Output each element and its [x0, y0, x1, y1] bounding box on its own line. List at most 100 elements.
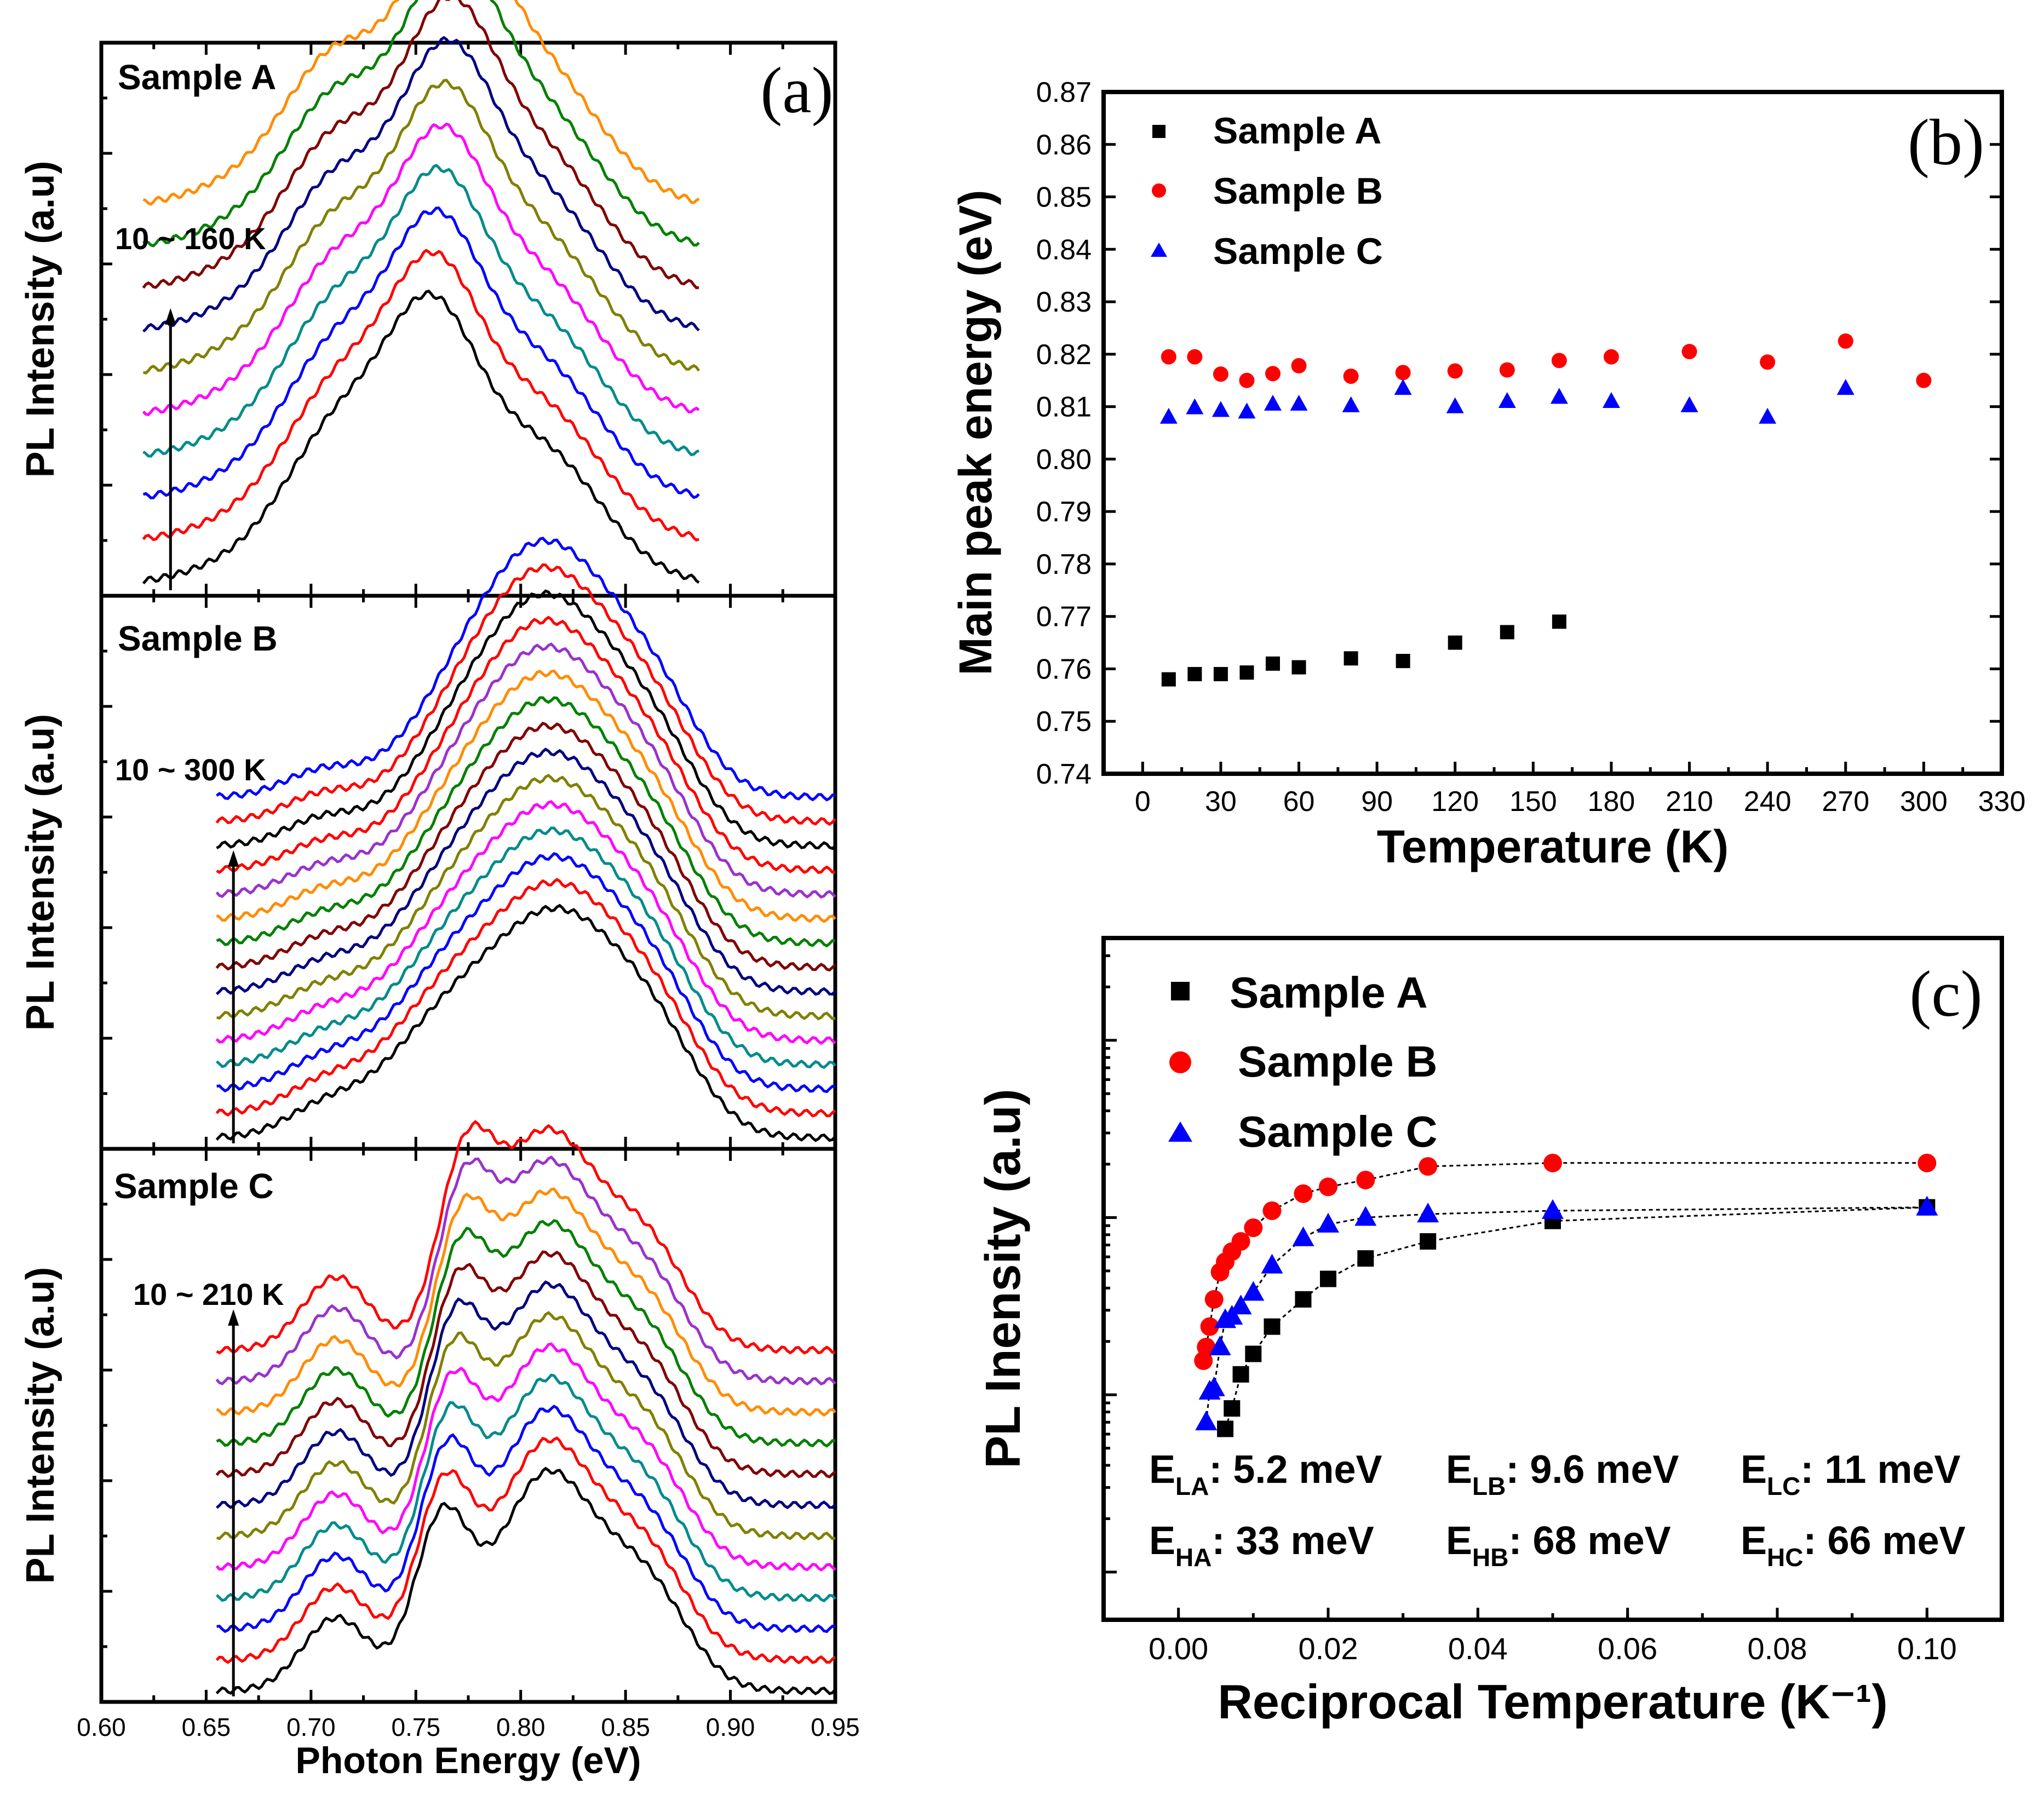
c-point-sample-c: [1230, 1295, 1252, 1315]
c-point-sample-b: [1204, 1290, 1224, 1309]
c-point-sample-a: [1357, 1250, 1374, 1267]
c-x-tick-label: 0.02: [1299, 1631, 1358, 1666]
panel-c-annotations: ELA: 5.2 meV ELB: 9.6 meV ELC: 11 meV EH…: [1149, 1448, 1966, 1572]
panel-c-points: [1194, 1153, 1938, 1437]
c-point-sample-b: [1319, 1177, 1337, 1196]
a-temperature-arrowhead: [228, 850, 239, 867]
a-spectrum-curve: [216, 669, 836, 923]
b-point-sample-c: [1394, 379, 1412, 395]
annotation-ela-sub: LA: [1175, 1472, 1209, 1500]
a-spectrum-curve: [142, 78, 701, 375]
a-temperature-arrowhead: [165, 308, 176, 325]
sample-b-title: Sample B: [118, 619, 278, 658]
sample-c-title: Sample C: [114, 1166, 274, 1206]
a-spectrum-curve: [216, 1405, 836, 1633]
legend-c-label-b: Sample B: [1238, 1037, 1438, 1086]
c-point-sample-b: [1419, 1157, 1438, 1176]
legend-b-marker-c: [1151, 243, 1167, 257]
b-point-sample-a: [1265, 656, 1280, 671]
a-spectrum-curve: [216, 615, 836, 875]
annotation-ehc-sym: E: [1741, 1519, 1767, 1563]
b-point-sample-a: [1396, 654, 1410, 669]
annotation-elb-value: : 9.6 meV: [1506, 1448, 1679, 1492]
panel-c-legend: Sample A Sample B Sample C: [1168, 968, 1438, 1156]
a-spectrum-curve: [215, 563, 836, 826]
b-point-sample-b: [1681, 344, 1697, 360]
a-x-tick-label: 0.95: [811, 1713, 860, 1741]
legend-b-marker-a: [1152, 125, 1165, 138]
c-point-sample-b: [1231, 1232, 1250, 1251]
panel-b-ylabel: Main peak energy (eV): [950, 190, 1001, 676]
legend-c-label-a: Sample A: [1230, 968, 1428, 1017]
c-point-sample-c: [1203, 1376, 1225, 1396]
annotation-elb-sub: LB: [1472, 1472, 1506, 1500]
b-point-sample-c: [1212, 401, 1230, 417]
a-spectrum-curve: [216, 1311, 836, 1541]
panel-a-frame-mid: [99, 594, 837, 1151]
b-point-sample-c: [1264, 394, 1282, 411]
a-spectrum-curve: [215, 800, 836, 1045]
b-y-tick-label: 0.77: [1036, 601, 1092, 633]
b-y-tick-label: 0.80: [1036, 444, 1092, 475]
c-point-sample-c: [1242, 1281, 1265, 1301]
b-x-tick-label: 240: [1744, 786, 1792, 818]
b-point-sample-a: [1343, 651, 1358, 666]
a-spectrum-curve: [216, 774, 836, 1021]
c-point-sample-b: [1244, 1218, 1263, 1238]
annotation-ehc-value: : 66 meV: [1803, 1519, 1965, 1563]
panel-b-label: (b): [1908, 106, 1984, 179]
b-y-tick-label: 0.85: [1036, 182, 1092, 214]
panel-c-label: (c): [1909, 957, 1982, 1030]
panel-c-axes: 0.00 0.02 0.04 0.06 0.08 0.10: [1102, 954, 2003, 1666]
a-temperature-arrowhead: [228, 1309, 239, 1326]
b-x-tick-label: 150: [1509, 786, 1557, 818]
b-point-sample-c: [1342, 396, 1360, 412]
c-point-sample-c: [1221, 1304, 1243, 1325]
b-point-sample-b: [1343, 369, 1359, 384]
b-point-sample-c: [1550, 388, 1568, 404]
b-point-sample-b: [1551, 353, 1567, 369]
a-x-tick-label: 0.60: [77, 1713, 126, 1741]
panel-b-xlabel: Temperature (K): [1377, 821, 1729, 872]
a-spectrum-curve: [142, 0, 699, 290]
c-point-sample-c: [1317, 1212, 1339, 1233]
c-point-sample-b: [1197, 1338, 1216, 1356]
b-point-sample-c: [1602, 392, 1620, 409]
b-point-sample-b: [1265, 366, 1281, 382]
b-x-tick-label: 90: [1361, 786, 1393, 818]
a-spectrum-curve: [215, 1436, 836, 1665]
annotation-elb: ELB: 9.6 meV: [1446, 1448, 1679, 1500]
a-spectrum-curve: [142, 289, 700, 585]
a-x-tick-label: 0.85: [601, 1713, 650, 1741]
panel-c-xlabel: Reciprocal Temperature (K⁻¹): [1218, 1675, 1887, 1729]
b-y-tick-label: 0.76: [1036, 653, 1092, 685]
b-point-sample-a: [1187, 667, 1202, 682]
c-point-sample-c: [1542, 1199, 1564, 1219]
annotation-ehb-sym: E: [1446, 1519, 1472, 1563]
legend-b-label-c: Sample C: [1213, 231, 1383, 272]
annotation-ehc: EHC: 66 meV: [1741, 1519, 1966, 1572]
annotation-elc: ELC: 11 meV: [1741, 1448, 1961, 1500]
c-x-tick-label: 0.10: [1897, 1631, 1957, 1666]
b-y-tick-label: 0.87: [1036, 77, 1092, 108]
c-point-sample-b: [1543, 1153, 1562, 1172]
panel-a-frame-bot: [99, 1147, 837, 1704]
c-fit-line: [1205, 1206, 1927, 1423]
b-point-sample-c: [1836, 379, 1854, 395]
a-spectrum-curve: [216, 852, 836, 1094]
a-x-tick-label: 0.90: [706, 1713, 755, 1741]
b-point-sample-b: [1161, 349, 1176, 365]
a-spectrum-curve: [215, 1280, 836, 1510]
annotation-eha-value: : 33 meV: [1212, 1519, 1374, 1563]
c-point-sample-a: [1224, 1400, 1241, 1417]
b-point-sample-b: [1395, 365, 1411, 381]
c-point-sample-a: [1264, 1318, 1281, 1335]
c-point-sample-c: [1354, 1206, 1377, 1226]
sample-b-range-label: 10 ~ 300 K: [115, 752, 266, 787]
b-x-tick-label: 210: [1666, 786, 1713, 818]
b-point-sample-b: [1447, 363, 1463, 379]
a-spectrum-curve: [142, 0, 700, 248]
panel-c-fit-lines: [1202, 1162, 1927, 1429]
c-point-sample-c: [1292, 1226, 1314, 1246]
c-point-sample-c: [1417, 1203, 1439, 1223]
